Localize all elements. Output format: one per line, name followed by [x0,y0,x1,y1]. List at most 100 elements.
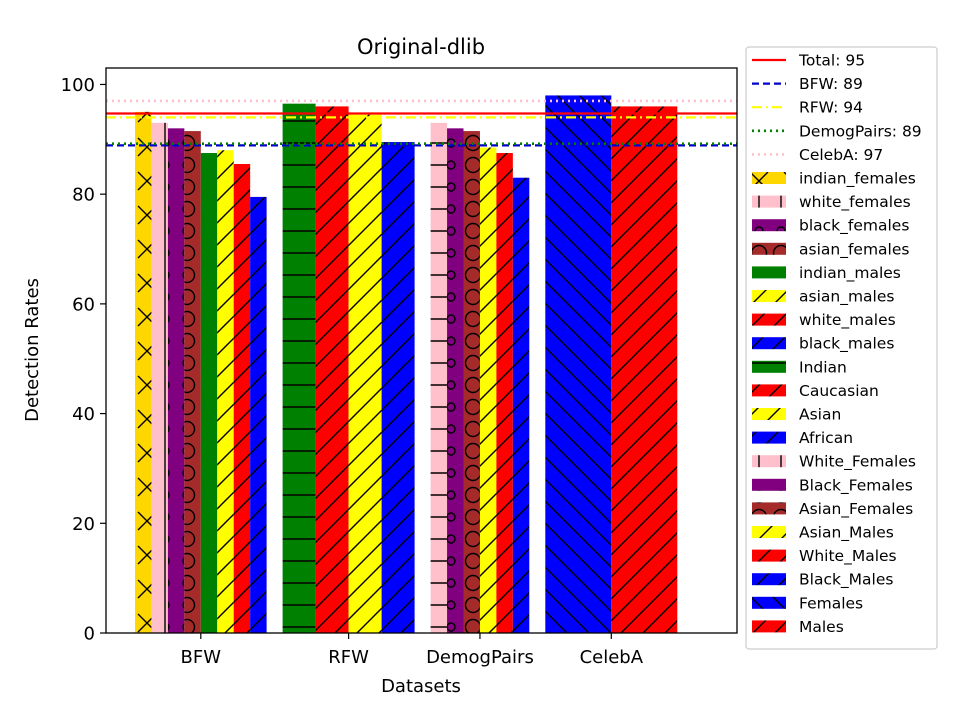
reference-lines [106,99,737,147]
legend-item-black-males: Black_Males [752,571,893,590]
bars-layer [135,95,678,634]
legend-label: Total: 95 [798,52,865,70]
bar-group-demogpairs [430,122,530,634]
x-axis-label: Datasets [381,676,461,697]
y-tick-label: 100 [61,75,95,96]
y-tick-label: 60 [72,294,95,315]
legend-item-asian: Asian [752,406,841,424]
legend-item-white-females: White_Females [752,453,916,472]
legend-item-females: Females [752,594,863,612]
legend-swatch [752,337,786,350]
x-axis: BFW RFW DemogPairs CelebA [181,633,644,668]
legend-label: African [799,429,853,447]
legend-item-white-females: white_females [752,193,911,212]
legend-item-white-males: white_males [752,311,896,330]
bar-group-celeba [545,95,678,634]
legend-label: white_females [799,193,911,212]
legend-item-indian-females: indian_females [752,170,916,189]
bar-bfw-asian-males [217,150,234,633]
legend-item-black-females: black_females [752,217,909,236]
legend-item-males: Males [752,618,844,636]
bar-bfw-indian-males [200,153,218,633]
legend-swatch [752,313,786,326]
legend-item-asian-males: Asian_Males [752,524,894,543]
bar-demogpairs-white-males [496,153,513,633]
bar-demogpairs-black-males [512,177,530,633]
legend-label: indian_males [799,264,901,283]
legend-item-black-males: black_males [752,335,894,354]
x-tick-label-rfw: RFW [328,647,369,668]
legend-item-white-males: White_Males [752,547,897,566]
legend-box [745,46,938,650]
bar-rfw-african [381,142,415,634]
plot-frame [105,67,738,634]
legend-label: White_Males [799,547,897,566]
legend-label: Black_Females [799,476,913,495]
legend: Total: 95 BFW: 89 RFW: 94 DemogPairs: 89 Cel… [745,46,938,650]
legend-item-indian: Indian [752,358,847,376]
y-axis: 0 20 40 60 80 100 [61,75,106,645]
y-axis-label: Detection Rates [22,278,43,422]
legend-swatch [752,242,786,255]
legend-swatch [752,172,786,184]
x-tick-label-demogpairs: DemogPairs [426,647,534,668]
legend-item-demogpairs-89: DemogPairs: 89 [752,122,922,140]
x-tick-label-celeba: CelebA [580,647,644,668]
legend-item-total-95: Total: 95 [752,52,865,70]
legend-label: BFW: 89 [799,75,863,93]
legend-swatch [752,502,786,515]
bar-rfw-indian [282,103,316,633]
legend-label: Black_Males [799,571,893,590]
bar-bfw-asian-females [184,131,201,633]
legend-item-asian-females: asian_females [752,240,909,259]
legend-label: black_females [799,217,909,236]
y-tick-label: 40 [72,404,95,425]
legend-item-celeba-97: CelebA: 97 [752,146,883,164]
legend-label: RFW: 94 [799,99,863,117]
bar-celeba-males [611,106,678,633]
legend-swatch [752,526,786,538]
legend-swatch [752,573,786,586]
bar-demogpairs-asian-females [463,131,480,633]
legend-swatch [752,431,786,444]
legend-swatch [752,408,786,420]
legend-swatch [752,549,786,562]
legend-item-asian-females: Asian_Females [752,500,913,519]
legend-item-bfw-89: BFW: 89 [752,75,863,93]
bar-rfw-asian [348,114,382,633]
bar-bfw-black-males [250,196,267,633]
legend-swatch [752,290,786,302]
y-tick-label: 0 [84,624,95,645]
bar-bfw-white-females [151,122,168,633]
bar-group-bfw [135,111,267,633]
legend-label: Females [799,594,863,612]
bar-demogpairs-asian-males [479,147,497,634]
y-tick-label: 20 [72,514,95,535]
bar-demogpairs-black-females [447,128,464,633]
bar-demogpairs-white-females [430,122,448,633]
bar-celeba-females [545,95,612,634]
legend-label: asian_females [799,240,909,259]
legend-label: white_males [799,311,896,330]
bar-bfw-black-females [167,128,185,633]
legend-label: indian_females [799,170,916,189]
legend-swatch [752,384,786,397]
legend-swatch [752,596,786,609]
legend-item-caucasian: Caucasian [752,382,879,400]
legend-label: black_males [799,335,894,354]
legend-label: Caucasian [799,382,879,400]
bar-bfw-indian-females [135,111,152,633]
bar-bfw-white-males [233,164,251,633]
legend-item-rfw-94: RFW: 94 [752,99,863,117]
legend-label: DemogPairs: 89 [799,122,922,140]
legend-swatch [752,620,786,633]
legend-label: Males [799,618,844,636]
x-tick-label-bfw: BFW [181,647,222,668]
legend-swatch [752,219,786,232]
legend-swatch [752,455,786,468]
legend-label: White_Females [799,453,916,472]
bar-group-rfw [282,103,415,634]
legend-item-asian-males: asian_males [752,288,894,307]
legend-swatch [752,360,786,373]
legend-swatch [752,266,786,279]
